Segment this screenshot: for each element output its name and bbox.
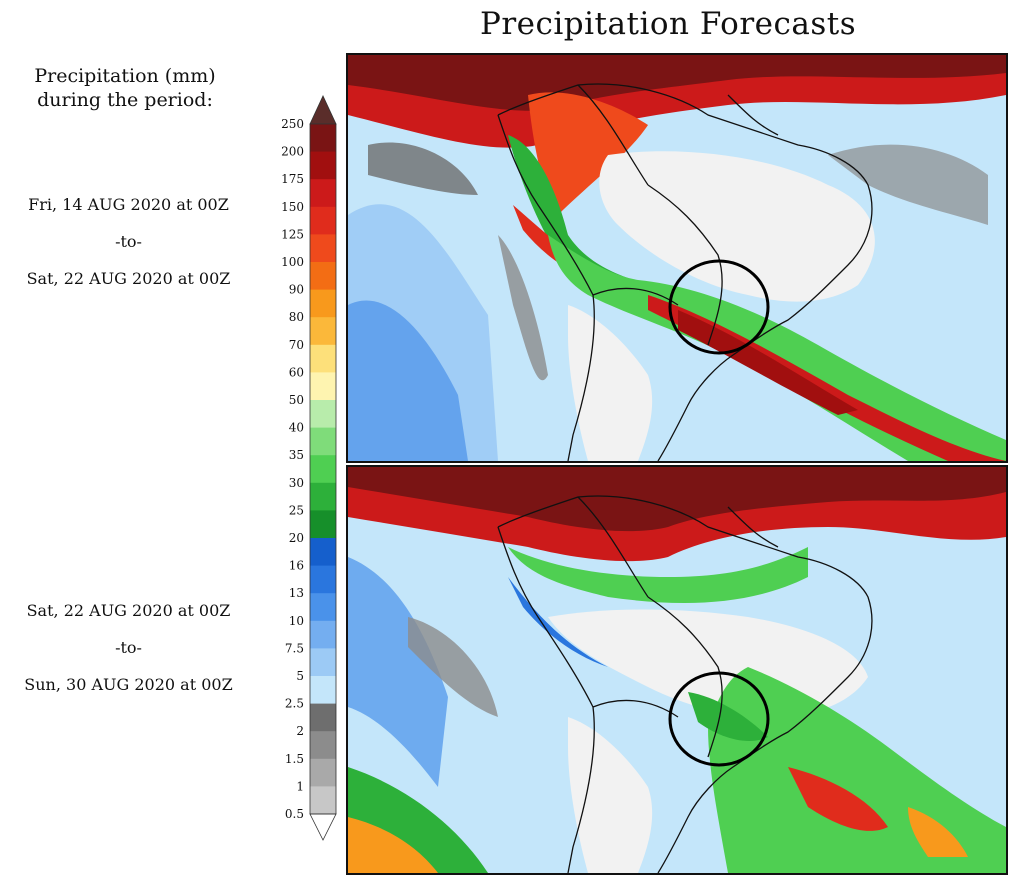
scale-swatch: [310, 262, 336, 291]
scale-swatch: [310, 676, 336, 705]
legend-title-line1: Precipitation (mm): [34, 65, 216, 87]
scale-swatch: [310, 510, 336, 539]
scale-label: 20: [289, 531, 304, 545]
scale-swatch: [310, 289, 336, 318]
scale-swatch: [310, 538, 336, 567]
scale-swatch: [310, 482, 336, 511]
scale-swatch: [310, 758, 336, 787]
scale-label: 10: [289, 614, 304, 628]
scale-swatch: [310, 400, 336, 429]
scale-label: 2: [296, 724, 304, 738]
scale-swatch: [310, 124, 336, 153]
period-2-label: Sat, 22 AUG 2020 at 00Z -to- Sun, 30 AUG…: [0, 592, 257, 703]
scale-bottom-arrow: [309, 813, 337, 841]
scale-swatch: [310, 151, 336, 180]
scale-label: 80: [289, 310, 304, 324]
forecast-map-period-1: [346, 53, 1008, 463]
scale-label: 100: [281, 255, 304, 269]
scale-swatch: [310, 427, 336, 456]
scale-swatch: [310, 317, 336, 346]
scale-label: 16: [289, 559, 304, 573]
period-2-end: Sun, 30 AUG 2020 at 00Z: [24, 675, 233, 694]
scale-label: 60: [289, 365, 304, 379]
scale-swatch: [310, 786, 336, 815]
chart-title: Precipitation Forecasts: [480, 6, 857, 42]
forecast-map-period-2: [346, 465, 1008, 875]
scale-label: 13: [289, 586, 304, 600]
scale-swatch: [310, 593, 336, 622]
scale-label: 35: [289, 448, 304, 462]
scale-label: 5: [296, 669, 304, 683]
period-2-start: Sat, 22 AUG 2020 at 00Z: [26, 601, 231, 620]
scale-swatch: [310, 703, 336, 732]
scale-swatch: [310, 620, 336, 649]
scale-label: 90: [289, 283, 304, 297]
scale-swatch: [310, 648, 336, 677]
scale-top-arrow: [309, 95, 337, 125]
scale-swatch: [310, 234, 336, 263]
scale-label: 150: [281, 200, 304, 214]
period-1-end: Sat, 22 AUG 2020 at 00Z: [26, 269, 231, 288]
scale-label: 0.5: [285, 807, 304, 821]
scale-label: 50: [289, 393, 304, 407]
scale-swatch: [310, 344, 336, 373]
scale-label: 70: [289, 338, 304, 352]
scale-swatch: [310, 565, 336, 594]
scale-swatch: [310, 179, 336, 208]
scale-label: 175: [281, 172, 304, 186]
period-1-label: Fri, 14 AUG 2020 at 00Z -to- Sat, 22 AUG…: [0, 186, 257, 297]
scale-swatch: [310, 455, 336, 484]
period-1-start: Fri, 14 AUG 2020 at 00Z: [28, 195, 229, 214]
period-2-sep: -to-: [115, 638, 142, 657]
scale-label: 1.5: [285, 752, 304, 766]
scale-swatch: [310, 372, 336, 401]
scale-label: 250: [281, 117, 304, 131]
scale-label: 40: [289, 421, 304, 435]
scale-label: 30: [289, 476, 304, 490]
period-1-sep: -to-: [115, 232, 142, 251]
color-scale-legend: 2502001751501251009080706050403530252016…: [281, 95, 337, 841]
scale-label: 7.5: [285, 641, 304, 655]
legend-title: Precipitation (mm) during the period:: [18, 64, 232, 112]
scale-label: 2.5: [285, 697, 304, 711]
scale-label: 200: [281, 145, 304, 159]
legend-title-line2: during the period:: [37, 89, 213, 111]
scale-label: 25: [289, 503, 304, 517]
scale-outline: [309, 123, 337, 815]
scale-label: 125: [281, 227, 304, 241]
scale-swatch: [310, 731, 336, 760]
scale-label: 1: [296, 779, 304, 793]
scale-swatch: [310, 206, 336, 235]
